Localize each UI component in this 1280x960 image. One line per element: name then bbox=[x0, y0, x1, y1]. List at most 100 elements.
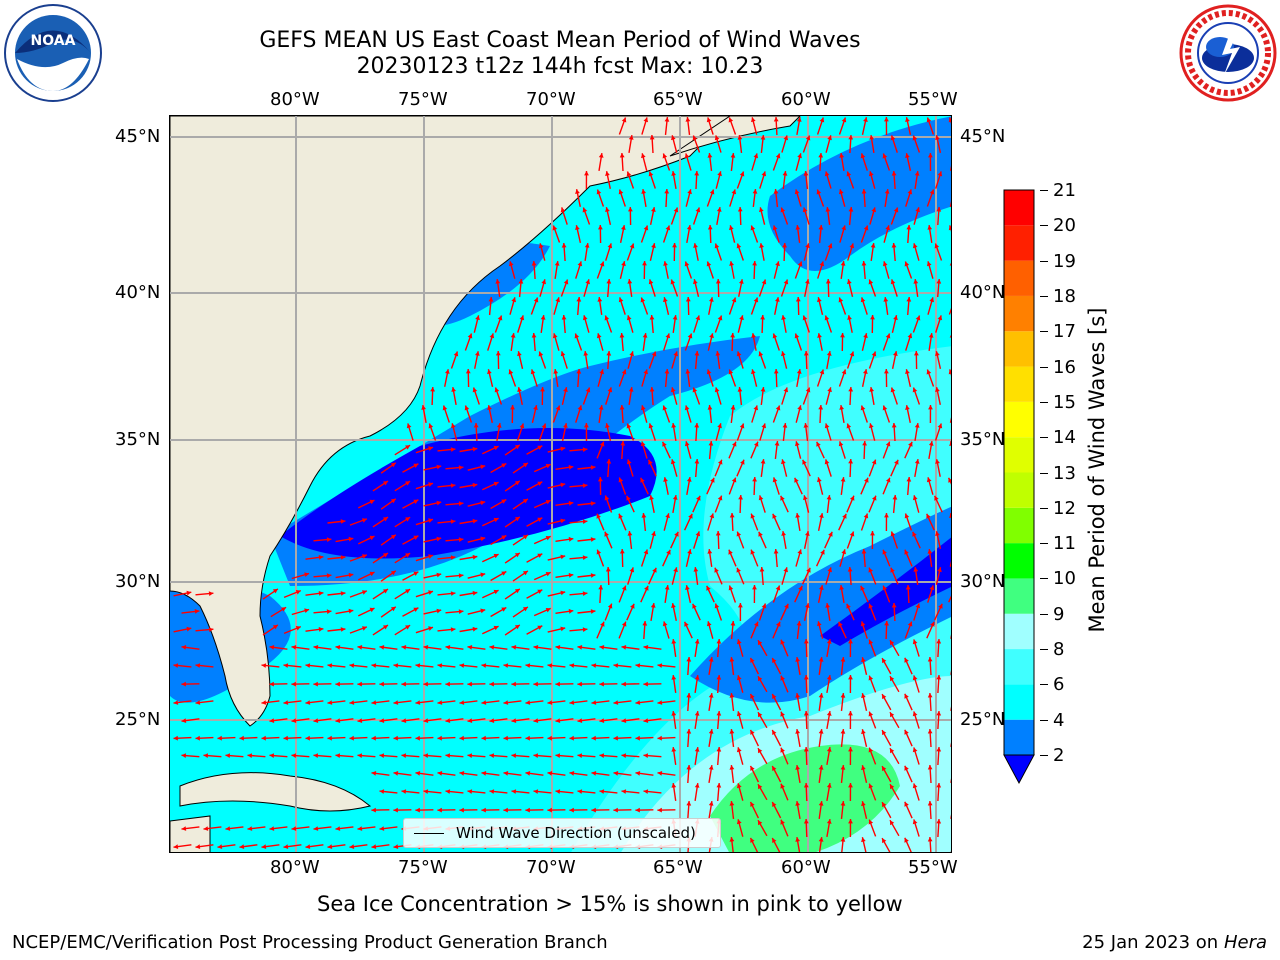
wave-direction-arrowhead bbox=[525, 807, 530, 813]
wave-direction-arrowhead bbox=[203, 826, 209, 831]
wave-direction-arrowhead bbox=[560, 351, 566, 357]
wave-direction-arrowhead bbox=[493, 625, 499, 631]
wave-direction-arrowhead bbox=[750, 765, 755, 771]
wave-direction-arrowhead bbox=[936, 783, 942, 788]
wave-direction-arrowhead bbox=[935, 387, 940, 392]
wave-direction-arrowhead bbox=[423, 718, 429, 723]
colorbar-segment bbox=[1004, 507, 1034, 544]
wave-direction-arrowhead bbox=[730, 621, 736, 626]
wave-direction-arrowhead bbox=[686, 477, 692, 482]
wave-direction-arrowhead bbox=[514, 444, 520, 450]
wave-direction-arrowhead bbox=[781, 315, 786, 320]
wave-direction-arrowhead bbox=[758, 748, 763, 754]
wave-direction-arrowhead bbox=[525, 663, 531, 668]
wave-direction-arrowhead bbox=[848, 711, 853, 716]
wave-direction-arrowhead bbox=[371, 735, 376, 741]
wave-direction-arrowhead bbox=[480, 500, 486, 506]
wave-direction-arrowhead bbox=[759, 207, 764, 213]
wave-direction-arrowhead bbox=[696, 495, 701, 501]
wave-direction-arrowhead bbox=[861, 693, 866, 699]
wave-direction-arrowhead bbox=[577, 405, 583, 411]
wave-direction-arrowhead bbox=[795, 801, 800, 806]
wave-direction-arrowhead bbox=[750, 801, 755, 807]
wave-direction-arrowhead bbox=[714, 135, 720, 141]
wave-direction-arrowhead bbox=[552, 225, 558, 231]
wave-direction-arrowhead bbox=[537, 553, 543, 558]
wave-direction-arrowhead bbox=[629, 243, 635, 249]
wave-direction-arrowhead bbox=[318, 627, 324, 632]
wave-direction-arrowhead bbox=[709, 333, 714, 339]
wave-direction-arrowhead bbox=[619, 405, 625, 410]
wave-direction-arrowhead bbox=[607, 387, 613, 393]
wave-direction-arrowhead bbox=[772, 658, 777, 663]
wave-direction-arrowhead bbox=[948, 477, 951, 483]
wave-direction-arrowhead bbox=[657, 771, 663, 776]
wave-direction-arrowhead bbox=[545, 536, 551, 541]
wave-direction-arrowhead bbox=[912, 243, 918, 249]
wave-direction-arrowhead bbox=[568, 464, 574, 470]
lat-label-left: 25°N bbox=[115, 709, 161, 730]
wave-direction-arrowhead bbox=[775, 297, 780, 302]
wave-direction-arrowhead bbox=[582, 483, 588, 488]
wave-direction-arrowhead bbox=[671, 747, 677, 752]
colorbar-segment bbox=[1004, 190, 1034, 226]
wave-direction-arrowhead bbox=[613, 771, 619, 776]
wave-direction-arrowhead bbox=[912, 531, 917, 537]
wave-direction-arrowhead bbox=[467, 681, 472, 687]
wave-direction-arrowhead bbox=[934, 495, 939, 501]
wave-direction-arrowhead bbox=[533, 645, 539, 650]
wave-direction-arrowhead bbox=[871, 459, 877, 465]
wave-direction-arrowhead bbox=[816, 441, 821, 447]
colorbar-tick-mark bbox=[1040, 190, 1048, 191]
wave-direction-arrowhead bbox=[533, 405, 538, 410]
wave-direction-arrowhead bbox=[841, 369, 847, 375]
wave-direction-arrowhead bbox=[362, 554, 367, 559]
wave-direction-arrowhead bbox=[537, 445, 543, 450]
wave-direction-arrowhead bbox=[751, 117, 756, 123]
wave-direction-arrowhead bbox=[326, 609, 332, 614]
wave-direction-arrowhead bbox=[335, 753, 340, 758]
wave-direction-arrowhead bbox=[585, 387, 591, 393]
wave-direction-arrowhead bbox=[283, 663, 289, 668]
colorbar-tick-label: 2 bbox=[1053, 745, 1065, 766]
colorbar-segment bbox=[1004, 649, 1034, 685]
wave-direction-arrowhead bbox=[890, 676, 895, 682]
wave-direction-arrowhead bbox=[522, 462, 528, 468]
wave-direction-arrowhead bbox=[599, 441, 605, 447]
wave-direction-arrowhead bbox=[383, 553, 388, 558]
wave-direction-arrowhead bbox=[803, 747, 809, 752]
wave-direction-arrowhead bbox=[522, 498, 528, 504]
wave-direction-arrowhead bbox=[905, 369, 910, 374]
wave-direction-arrowhead bbox=[930, 621, 935, 627]
wave-direction-arrowhead bbox=[545, 608, 551, 613]
wave-direction-arrowhead bbox=[545, 464, 551, 469]
colorbar-extend-triangle bbox=[1003, 754, 1035, 785]
wave-direction-arrowhead bbox=[717, 423, 722, 429]
wave-direction-arrowhead bbox=[739, 171, 745, 177]
wave-direction-arrowhead bbox=[828, 531, 833, 537]
wave-direction-arrowhead bbox=[629, 567, 635, 573]
wave-direction-arrowhead bbox=[437, 700, 443, 705]
wave-direction-arrowhead bbox=[685, 117, 691, 122]
wave-direction-arrowhead bbox=[541, 279, 546, 285]
wave-direction-arrowhead bbox=[870, 243, 876, 248]
wave-direction-arrowhead bbox=[904, 657, 909, 663]
wave-direction-arrowhead bbox=[628, 135, 634, 140]
wave-direction-arrowhead bbox=[318, 591, 324, 596]
wave-direction-arrowhead bbox=[758, 640, 763, 646]
wave-direction-arrowhead bbox=[751, 369, 756, 375]
wave-direction-arrowhead bbox=[423, 645, 429, 650]
wave-direction-arrowhead bbox=[686, 225, 692, 230]
wave-direction-arrowhead bbox=[671, 423, 677, 428]
wave-direction-arrowhead bbox=[684, 405, 690, 411]
wave-direction-arrowhead bbox=[951, 189, 952, 194]
wave-direction-arrowhead bbox=[905, 405, 910, 410]
wave-direction-arrowhead bbox=[599, 789, 605, 794]
lon-label-bottom: 65°W bbox=[653, 857, 703, 878]
wave-direction-arrowhead bbox=[818, 693, 824, 698]
wave-direction-arrowhead bbox=[882, 766, 887, 772]
wave-direction-arrowhead bbox=[335, 645, 341, 650]
wave-direction-arrowhead bbox=[393, 771, 399, 776]
wave-direction-arrowhead bbox=[846, 603, 851, 609]
wave-direction-arrowhead bbox=[783, 135, 789, 141]
